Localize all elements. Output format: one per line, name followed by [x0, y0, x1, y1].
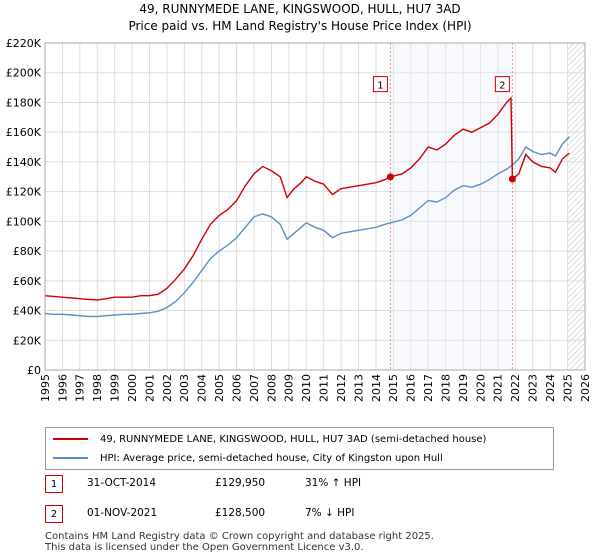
legend-item-hpi: HPI: Average price, semi-detached house,…: [46, 449, 443, 467]
y-tick-label-1: £20K: [13, 334, 42, 347]
y-tick-label-9: £180K: [6, 96, 42, 109]
plot-frame: [44, 42, 586, 371]
sale-marker-label-1: 1: [377, 81, 383, 92]
y-tick-label-8: £160K: [6, 126, 42, 139]
x-tick-label-29: 2024: [544, 374, 557, 402]
y-tick-label-4: £80K: [13, 245, 42, 258]
legend-swatch-property: [53, 438, 88, 440]
sale-date-2: 01-NOV-2021: [87, 507, 158, 519]
x-tick-label-22: 2017: [422, 374, 435, 402]
y-tick-label-0: £0: [27, 364, 41, 377]
legend-item-property: 49, RUNNYMEDE LANE, KINGSWOOD, HULL, HU7…: [46, 430, 486, 448]
x-tick-label-8: 2003: [178, 374, 191, 402]
sale-price-2: £128,500: [215, 507, 266, 519]
x-tick-label-31: 2026: [579, 374, 592, 402]
x-tick-label-15: 2010: [300, 374, 313, 402]
sale-point-2: [508, 175, 516, 183]
x-tick-label-30: 2025: [561, 374, 574, 402]
series-line-property: [44, 96, 570, 301]
legend-swatch-hpi: [53, 457, 88, 459]
y-tick-label-11: £220K: [6, 37, 42, 50]
chart-title: 49, RUNNYMEDE LANE, KINGSWOOD, HULL, HU7…: [139, 2, 461, 16]
x-tick-label-18: 2013: [352, 374, 365, 402]
sale-period-band: [390, 43, 513, 370]
x-tick-label-27: 2022: [509, 374, 522, 402]
sale-hpi-2: 7% ↓ HPI: [305, 507, 355, 519]
y-tick-label-6: £120K: [6, 186, 42, 199]
x-tick-label-23: 2018: [439, 374, 452, 402]
sale-point-1: [386, 173, 394, 181]
sale-badge-2: 2: [45, 505, 63, 523]
x-tick-label-28: 2023: [527, 374, 540, 402]
sale-badge-1: 1: [45, 475, 63, 493]
sale-date-1: 31-OCT-2014: [87, 477, 156, 489]
y-tick-label-5: £100K: [6, 215, 42, 228]
y-tick-label-10: £200K: [6, 67, 42, 80]
x-tick-label-12: 2007: [248, 374, 261, 402]
x-tick-label-25: 2020: [474, 374, 487, 402]
x-tick-label-26: 2021: [492, 374, 505, 402]
x-tick-label-24: 2019: [457, 374, 470, 402]
footer-line-1: Contains HM Land Registry data © Crown c…: [45, 531, 434, 542]
future-hatch-region: [567, 43, 585, 370]
x-tick-label-5: 2000: [126, 374, 139, 402]
y-tick-label-7: £140K: [6, 156, 42, 169]
x-tick-label-10: 2005: [213, 374, 226, 402]
x-tick-label-17: 2012: [335, 374, 348, 402]
x-tick-label-11: 2006: [230, 374, 243, 402]
x-tick-label-14: 2009: [283, 374, 296, 402]
x-tick-label-0: 1995: [39, 374, 52, 402]
sale-marker-label-2: 2: [499, 81, 505, 92]
chart-subtitle: Price paid vs. HM Land Registry's House …: [128, 19, 472, 33]
x-tick-label-4: 1999: [109, 374, 122, 402]
x-tick-label-6: 2001: [143, 374, 156, 402]
sale-price-1: £129,950: [215, 477, 266, 489]
x-tick-label-16: 2011: [318, 374, 331, 402]
legend-label-hpi: HPI: Average price, semi-detached house,…: [100, 452, 443, 464]
x-tick-label-3: 1998: [91, 374, 104, 402]
x-tick-label-19: 2014: [370, 374, 383, 402]
x-tick-label-1: 1996: [56, 374, 69, 402]
footer-line-2: This data is licensed under the Open Gov…: [45, 542, 364, 553]
sale-hpi-1: 31% ↑ HPI: [305, 477, 362, 489]
plot-area: [45, 43, 585, 370]
y-tick-label-3: £60K: [13, 275, 42, 288]
legend-label-property: 49, RUNNYMEDE LANE, KINGSWOOD, HULL, HU7…: [100, 433, 487, 445]
sale-marker-box-2: [494, 76, 510, 93]
series-line-hpi: [44, 136, 570, 318]
x-tick-label-13: 2008: [265, 374, 278, 402]
legend: 49, RUNNYMEDE LANE, KINGSWOOD, HULL, HU7…: [45, 427, 554, 470]
line-chart: £0 £20K £40K £60K £80K £100K £120K £140K £160K £1…: [6, 37, 592, 402]
sale-marker-box-1: [372, 76, 388, 93]
x-tick-label-2: 1997: [74, 374, 87, 402]
footer: Contains HM Land Registry data © Crown c…: [45, 531, 434, 553]
x-tick-label-21: 2016: [405, 374, 418, 402]
y-tick-label-2: £40K: [13, 305, 42, 318]
x-tick-label-7: 2002: [161, 374, 174, 402]
x-tick-label-20: 2015: [387, 374, 400, 402]
x-tick-label-9: 2004: [196, 374, 209, 402]
